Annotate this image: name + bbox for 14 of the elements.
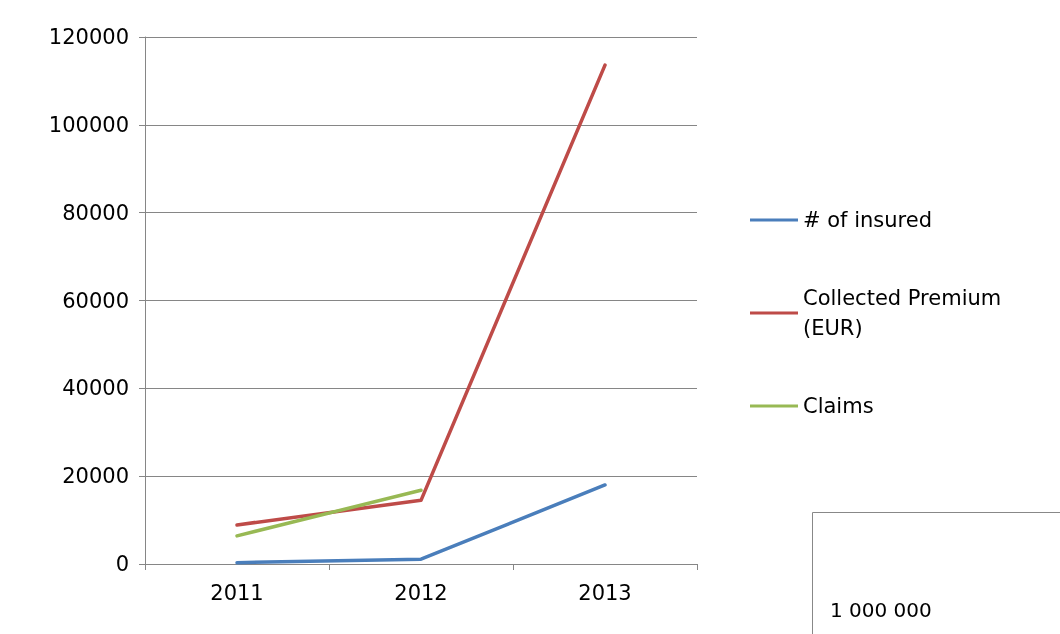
y-tick-label: 120000 [48,25,129,49]
legend-label: Claims [803,394,874,418]
legend-label: # of insured [803,208,933,232]
legend-label: Collected Premium (EUR) [803,286,1008,340]
x-tick-label: 2011 [210,580,264,605]
y-tick-label: 80000 [62,200,129,225]
y-tick-label: 60000 [62,288,129,313]
y-tick-label: 20000 [62,464,129,489]
text: 1 000 000 [830,598,932,622]
y-tick-label: 40000 [62,376,129,401]
y-tick-label: 0 [115,552,129,576]
x-tick-label: 2012 [394,580,448,605]
x-tick-label: 2013 [578,580,632,605]
y-tick-label: 100000 [48,112,129,137]
